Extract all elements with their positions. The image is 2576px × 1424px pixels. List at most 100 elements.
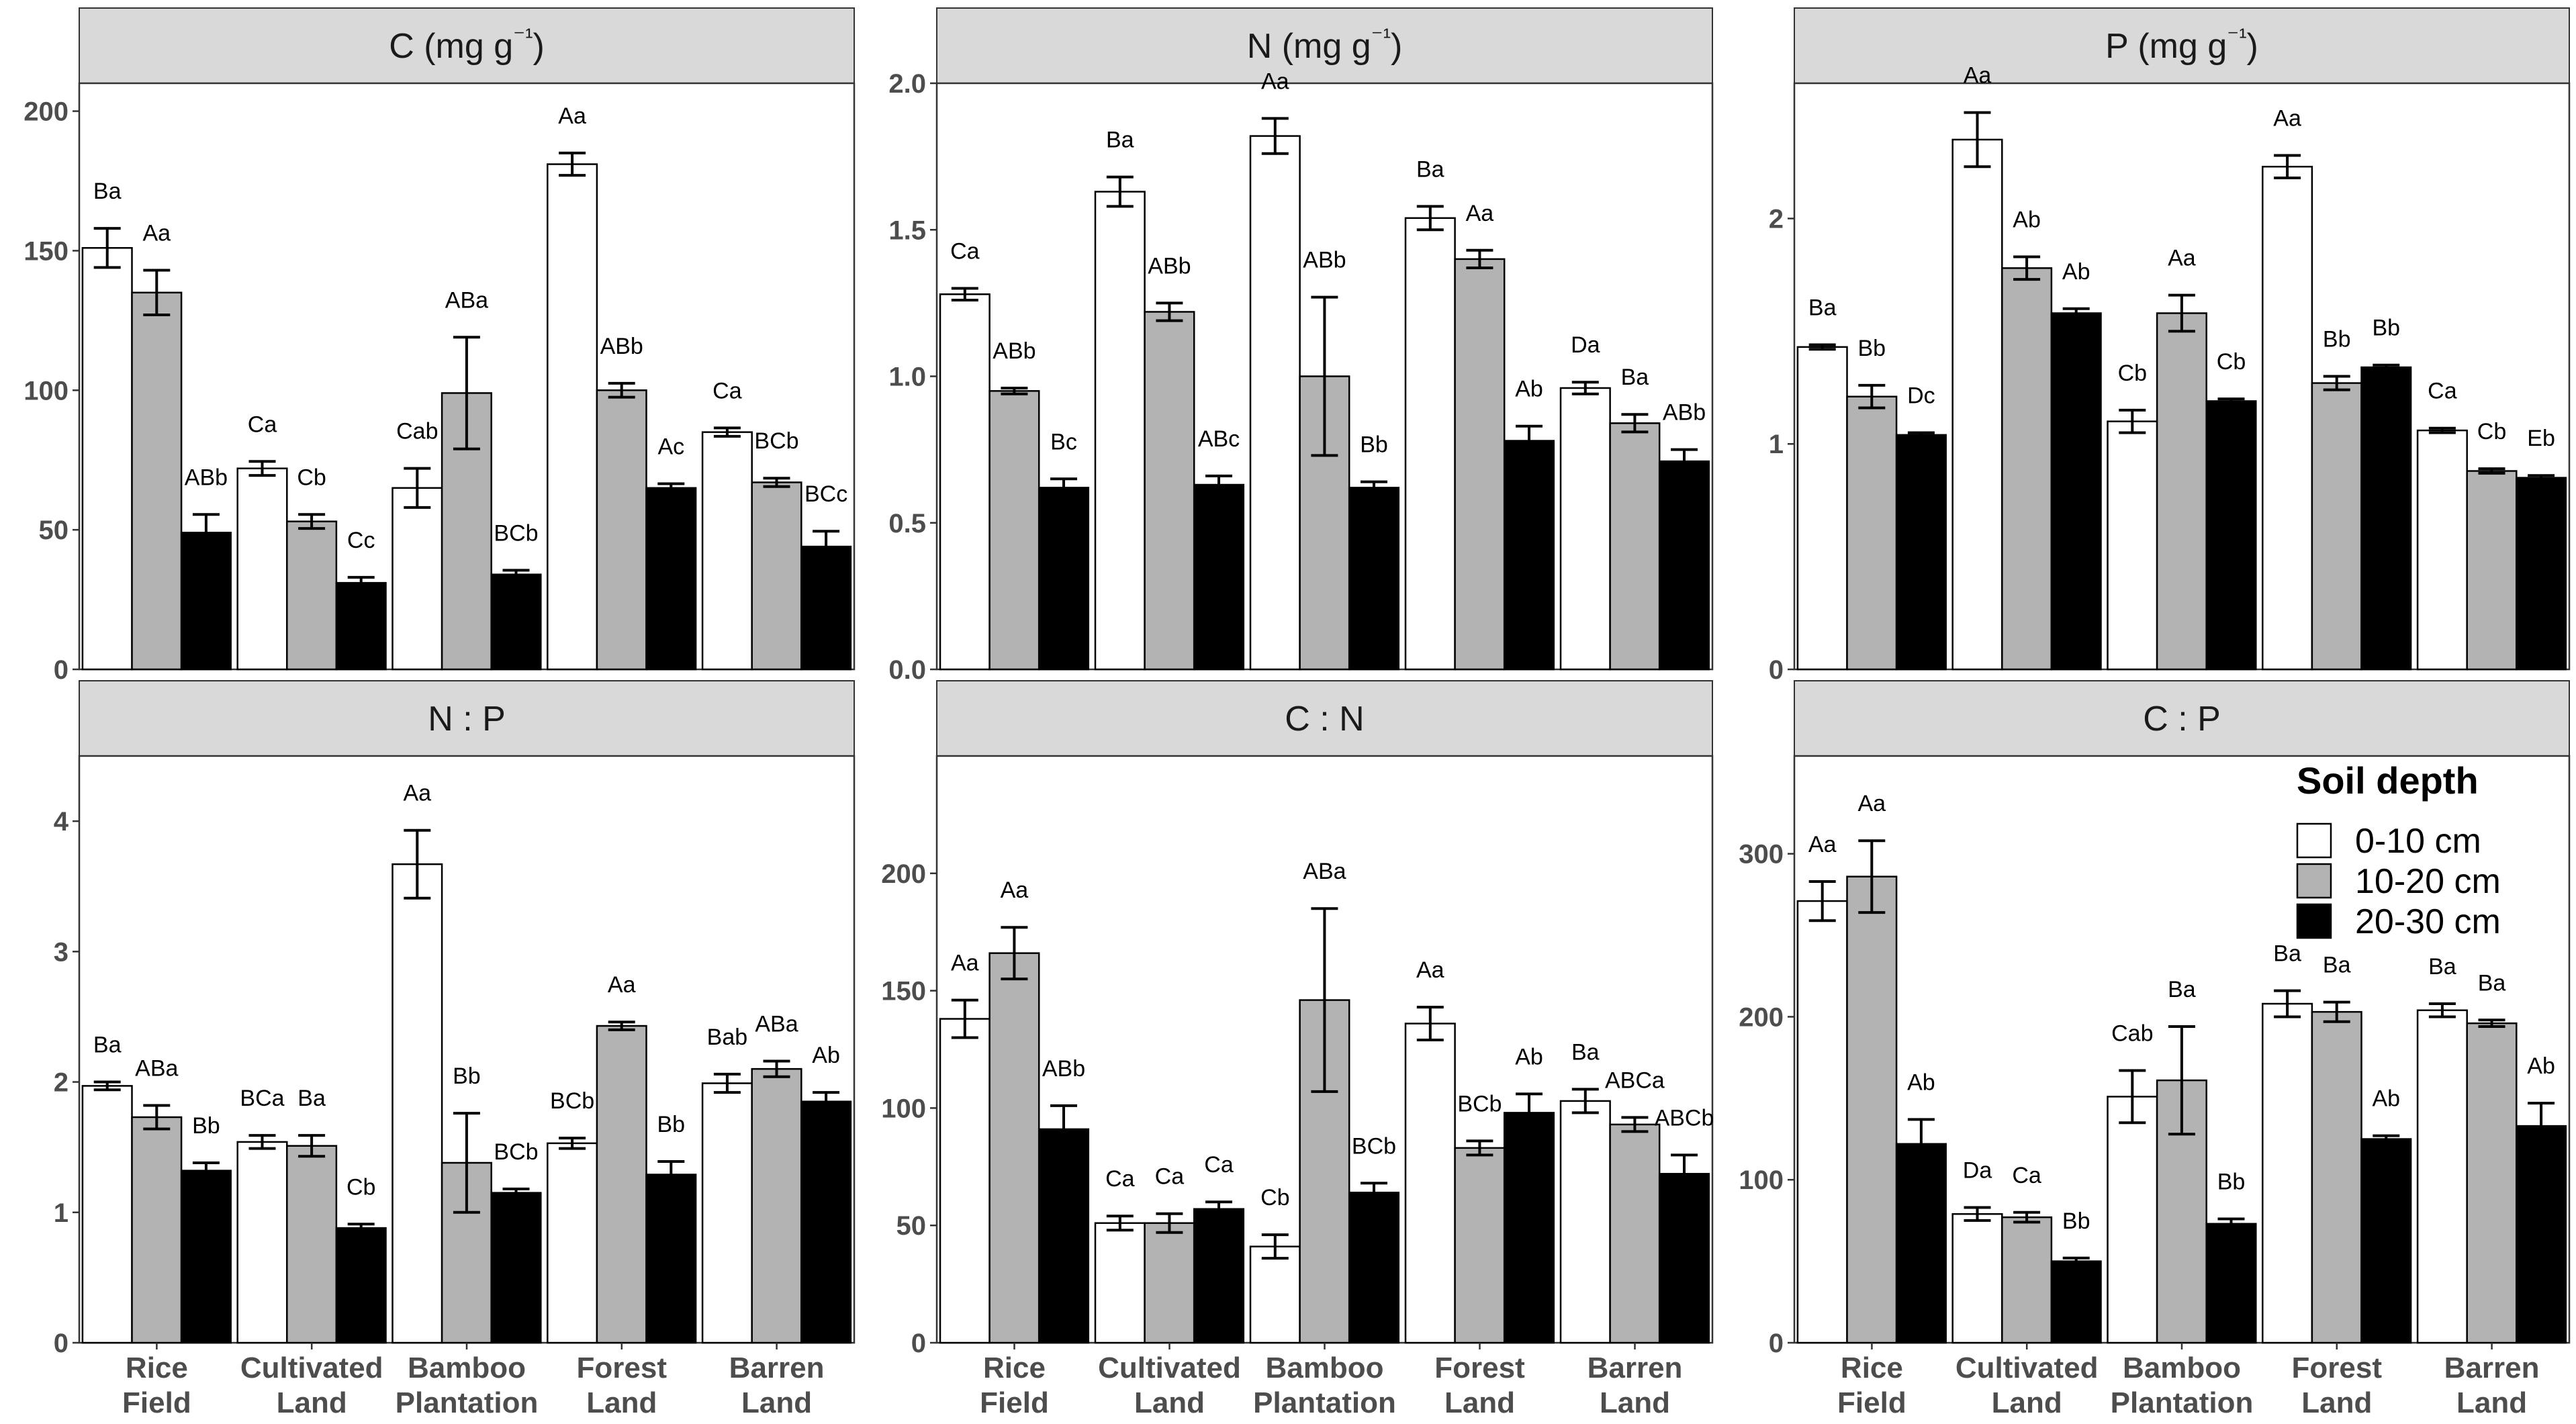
bar (939, 293, 991, 671)
significance-label: Cb (2477, 419, 2506, 444)
significance-label: Ba (2478, 970, 2506, 996)
y-tick-label: 4 (54, 807, 69, 837)
significance-label: Eb (2527, 426, 2555, 451)
bar (81, 1085, 133, 1344)
category-label: Cultivated (1098, 1351, 1241, 1384)
bar (81, 247, 133, 671)
significance-label: Ba (2323, 953, 2351, 978)
category-label: Land (586, 1386, 657, 1419)
category-label: Plantation (1253, 1386, 1396, 1419)
category-label: Cultivated (1956, 1351, 2099, 1384)
bar (547, 163, 598, 671)
category-label: Land (1444, 1386, 1515, 1419)
bar (1609, 1123, 1661, 1344)
panel-title: N : P (428, 700, 506, 739)
chart-panel-3: P (mg g⁻¹)012BaAaCbAaCaBbAbAaBbCbDcAbCbB… (1769, 7, 2571, 685)
significance-label: Aa (1964, 63, 1992, 89)
category-label: Cultivated (240, 1351, 383, 1384)
significance-label: Ba (2428, 954, 2456, 980)
significance-label: Bab (707, 1025, 748, 1050)
significance-label: Aa (1261, 68, 1289, 94)
significance-label: Ca (2012, 1163, 2041, 1188)
category-label: Bamboo (1266, 1351, 1384, 1384)
bar (1094, 191, 1146, 671)
panel-title: C (mg g⁻¹) (389, 24, 545, 66)
significance-label: Aa (2168, 246, 2196, 271)
significance-label: Cab (2111, 1021, 2153, 1047)
panel-strip (936, 680, 1713, 757)
bar (286, 1145, 338, 1344)
significance-label: ABa (755, 1011, 798, 1037)
significance-label: Bb (2323, 327, 2351, 352)
category-label: Land (277, 1386, 347, 1419)
significance-label: BCb (550, 1088, 594, 1114)
bar (596, 389, 647, 671)
bar (2311, 1010, 2362, 1344)
significance-label: ABb (600, 334, 643, 359)
significance-label: Aa (951, 951, 979, 976)
bar (1503, 440, 1555, 671)
y-tick-label: 0 (54, 1329, 68, 1358)
significance-label: ABa (1303, 859, 1346, 884)
significance-label: Ca (1155, 1164, 1185, 1190)
significance-label: ABb (993, 338, 1036, 364)
significance-label: Ca (712, 378, 742, 404)
bar (596, 1025, 647, 1344)
significance-label: Cb (347, 1174, 375, 1200)
bar (2156, 312, 2207, 671)
bar (1503, 1112, 1555, 1344)
bar (1193, 483, 1245, 671)
y-tick-label: 150 (24, 236, 68, 266)
bar (2205, 400, 2257, 671)
significance-label: BCa (240, 1086, 284, 1111)
category-label: Land (1600, 1386, 1670, 1419)
significance-label: Ab (2013, 207, 2041, 233)
y-tick-label: 100 (24, 376, 68, 406)
bar (490, 1192, 542, 1344)
significance-label: Cb (297, 465, 326, 490)
significance-label: Ba (2168, 977, 2196, 1002)
y-tick-label: 200 (24, 97, 68, 127)
bar (645, 487, 697, 671)
chart-panel-4: N : P 0 1 2 3 4 Ba BCa Aa BCb Bab ABa Ba Bb Aa ABa Bb Cb B… (54, 680, 856, 1419)
bar (2416, 429, 2468, 671)
bar (1094, 1222, 1146, 1344)
panel-title: C : N (1285, 700, 1364, 739)
bar (1454, 1147, 1506, 1344)
significance-label: Ca (248, 412, 277, 437)
y-tick-label: 0 (1769, 655, 1784, 685)
significance-label: Aa (2273, 105, 2301, 131)
bar (1846, 395, 1898, 671)
bar (988, 390, 1040, 671)
significance-label: ABb (1303, 248, 1346, 273)
significance-label: BCb (494, 520, 538, 546)
category-label: Rice (983, 1351, 1046, 1384)
significance-label: Ba (297, 1086, 326, 1111)
significance-label: Bb (192, 1113, 220, 1139)
significance-label: Bb (1858, 336, 1886, 361)
bar (490, 573, 542, 671)
y-tick-label: 150 (881, 977, 926, 1006)
panel-strip (936, 7, 1713, 84)
bar (1609, 422, 1661, 671)
bar (236, 467, 288, 671)
bar (2466, 470, 2518, 671)
bar (2050, 312, 2102, 671)
significance-label: Ca (2428, 379, 2457, 404)
category-label: Land (1134, 1386, 1205, 1419)
bar (547, 1142, 598, 1344)
bar (392, 863, 443, 1344)
significance-label: Ab (2062, 259, 2090, 285)
significance-label: Ab (1907, 1070, 1935, 1095)
significance-label: Aa (1466, 201, 1494, 226)
legend-swatch (2296, 822, 2332, 859)
bar (2360, 366, 2412, 671)
bar (2107, 420, 2158, 671)
bar (701, 1082, 753, 1344)
y-tick-label: 2 (54, 1068, 68, 1098)
bar (1348, 1192, 1400, 1344)
significance-label: ABCa (1605, 1067, 1665, 1093)
y-tick-label: 0 (1769, 1329, 1784, 1358)
